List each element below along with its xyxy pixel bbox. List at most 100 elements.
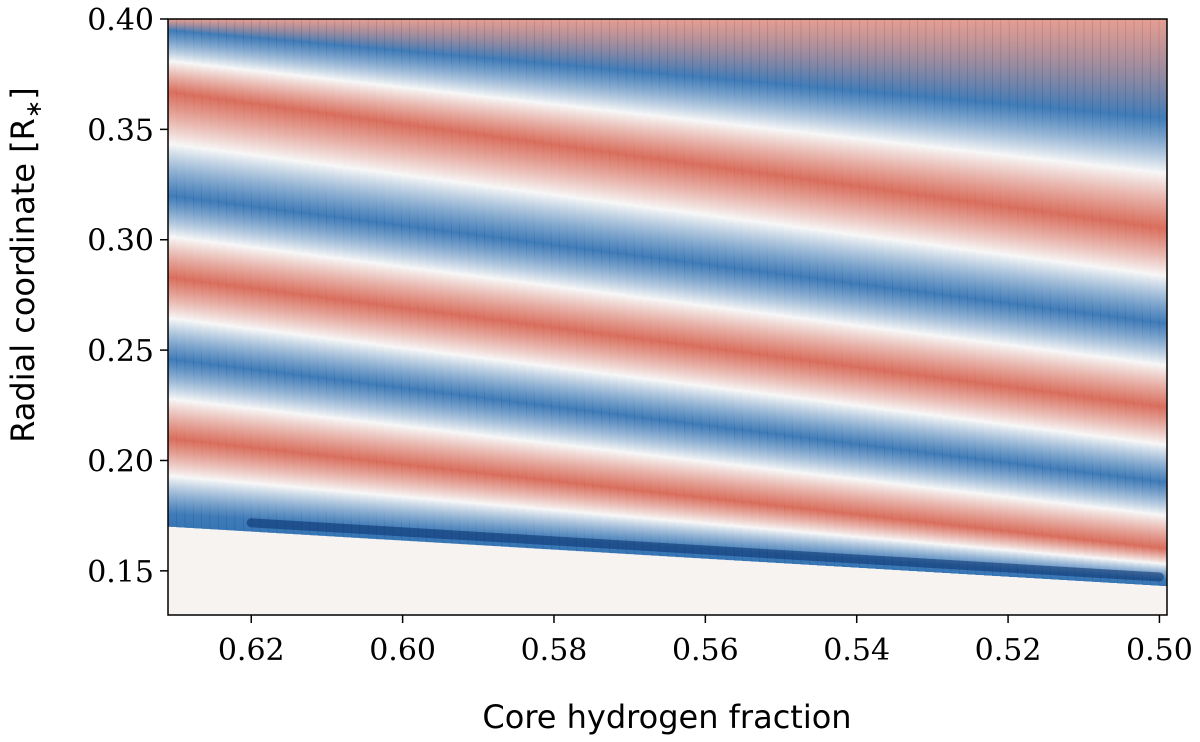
heatmap-column (184, 19, 194, 528)
heatmap-column (817, 19, 827, 566)
heatmap-column (1050, 19, 1060, 580)
heatmap-column (459, 19, 469, 545)
heatmap-column (775, 19, 785, 564)
heatmap-column (259, 19, 269, 533)
heatmap-column (567, 19, 577, 551)
heatmap-column (634, 19, 644, 555)
heatmap-column (276, 19, 286, 534)
heatmap-column (792, 19, 802, 565)
heatmap-column (509, 19, 519, 548)
heatmap-column (983, 19, 993, 576)
heatmap-column (401, 19, 411, 541)
heatmap-column (192, 19, 202, 529)
heatmap-column (692, 19, 702, 559)
y-axis-label-main: Radial coordinate [R (4, 118, 42, 443)
heatmap-column (326, 19, 336, 537)
heatmap-column (700, 19, 710, 559)
x-tick-label: 0.60 (369, 633, 436, 668)
boundary-streak (246, 518, 1164, 582)
heatmap-column (809, 19, 818, 566)
x-tick-label: 0.54 (823, 633, 890, 668)
heatmap-column (625, 19, 635, 555)
heatmap-column (376, 19, 386, 540)
heatmap-column (667, 19, 677, 557)
heatmap-column (284, 19, 294, 534)
heatmap-column (434, 19, 444, 543)
heatmap-column (942, 19, 952, 574)
x-tick-label: 0.52 (975, 633, 1042, 668)
y-tick-label: 0.40 (87, 3, 154, 38)
heatmap-column (168, 19, 177, 527)
heatmap-column (958, 19, 968, 575)
heatmap-column (234, 19, 244, 531)
heatmap-column (301, 19, 311, 535)
heatmap-column (1117, 19, 1126, 584)
heatmap-column (1025, 19, 1035, 579)
x-axis-ticks: 0.62 0.60 0.58 0.56 0.54 0.52 0.50 (218, 615, 1193, 668)
heatmap-column (417, 19, 427, 542)
heatmap-column (925, 19, 935, 573)
x-tick-label: 0.58 (521, 633, 588, 668)
heatmap-column (226, 19, 236, 531)
heatmap-column (917, 19, 927, 572)
heatmap-column (317, 19, 327, 536)
heatmap-column (1067, 19, 1077, 581)
x-tick-label: 0.62 (218, 633, 285, 668)
heatmap-column (800, 19, 810, 565)
heatmap-column (426, 19, 435, 543)
heatmap-column (1142, 19, 1151, 586)
heatmap-column (1150, 19, 1160, 586)
y-tick-label: 0.30 (87, 224, 154, 259)
heatmap-column (492, 19, 502, 547)
heatmap-column (684, 19, 694, 558)
heatmap-column (251, 19, 261, 532)
y-tick-label: 0.20 (87, 444, 154, 479)
heatmap-column (892, 19, 902, 571)
heatmap-column (933, 19, 943, 573)
heatmap-column (734, 19, 744, 561)
heatmap-column (242, 19, 252, 532)
heatmap-column (1083, 19, 1093, 582)
plot-frame (167, 18, 1168, 616)
x-tick-label: 0.50 (1126, 633, 1193, 668)
heatmap-column (384, 19, 394, 540)
heatmap-column (367, 19, 377, 539)
heatmap-column (717, 19, 727, 560)
y-tick-label: 0.15 (87, 555, 154, 590)
heatmap-column (600, 19, 610, 553)
heatmap-column (742, 19, 752, 562)
heatmap-column (650, 19, 660, 556)
heatmap-column (542, 19, 552, 550)
heatmap-column (584, 19, 594, 552)
heatmap-column (351, 19, 361, 538)
y-tick-label: 0.25 (87, 334, 154, 369)
heatmap-column (334, 19, 344, 537)
heatmap-column (883, 19, 893, 570)
heatmap-column (525, 19, 535, 549)
heatmap-column (534, 19, 544, 549)
heatmap-column (392, 19, 402, 541)
heatmap-column (992, 19, 1002, 577)
heatmap-column (451, 19, 460, 544)
heatmap-column (592, 19, 602, 553)
heatmap-column (675, 19, 685, 558)
heatmap-column (1042, 19, 1052, 580)
heatmap-column (409, 19, 419, 542)
heatmap-column (750, 19, 760, 562)
heatmap-column (176, 19, 186, 528)
y-axis-label: Radial coordinate [R∗] (4, 87, 47, 443)
heatmap-column (875, 19, 885, 570)
heatmap-column (975, 19, 985, 576)
heatmap-column (659, 19, 669, 557)
heatmap-column (617, 19, 627, 554)
heatmap-column (1017, 19, 1027, 578)
heatmap-column (709, 19, 719, 560)
heatmap-column (201, 19, 211, 529)
x-tick-label: 0.56 (672, 633, 739, 668)
heatmap-column (1100, 19, 1110, 583)
y-axis-label-close: ] (4, 87, 42, 99)
y-axis-ticks: 0.15 0.20 0.25 0.30 0.35 0.40 (87, 3, 168, 590)
heatmap-column (858, 19, 868, 569)
y-axis-label-subscript: ∗ (22, 100, 47, 118)
